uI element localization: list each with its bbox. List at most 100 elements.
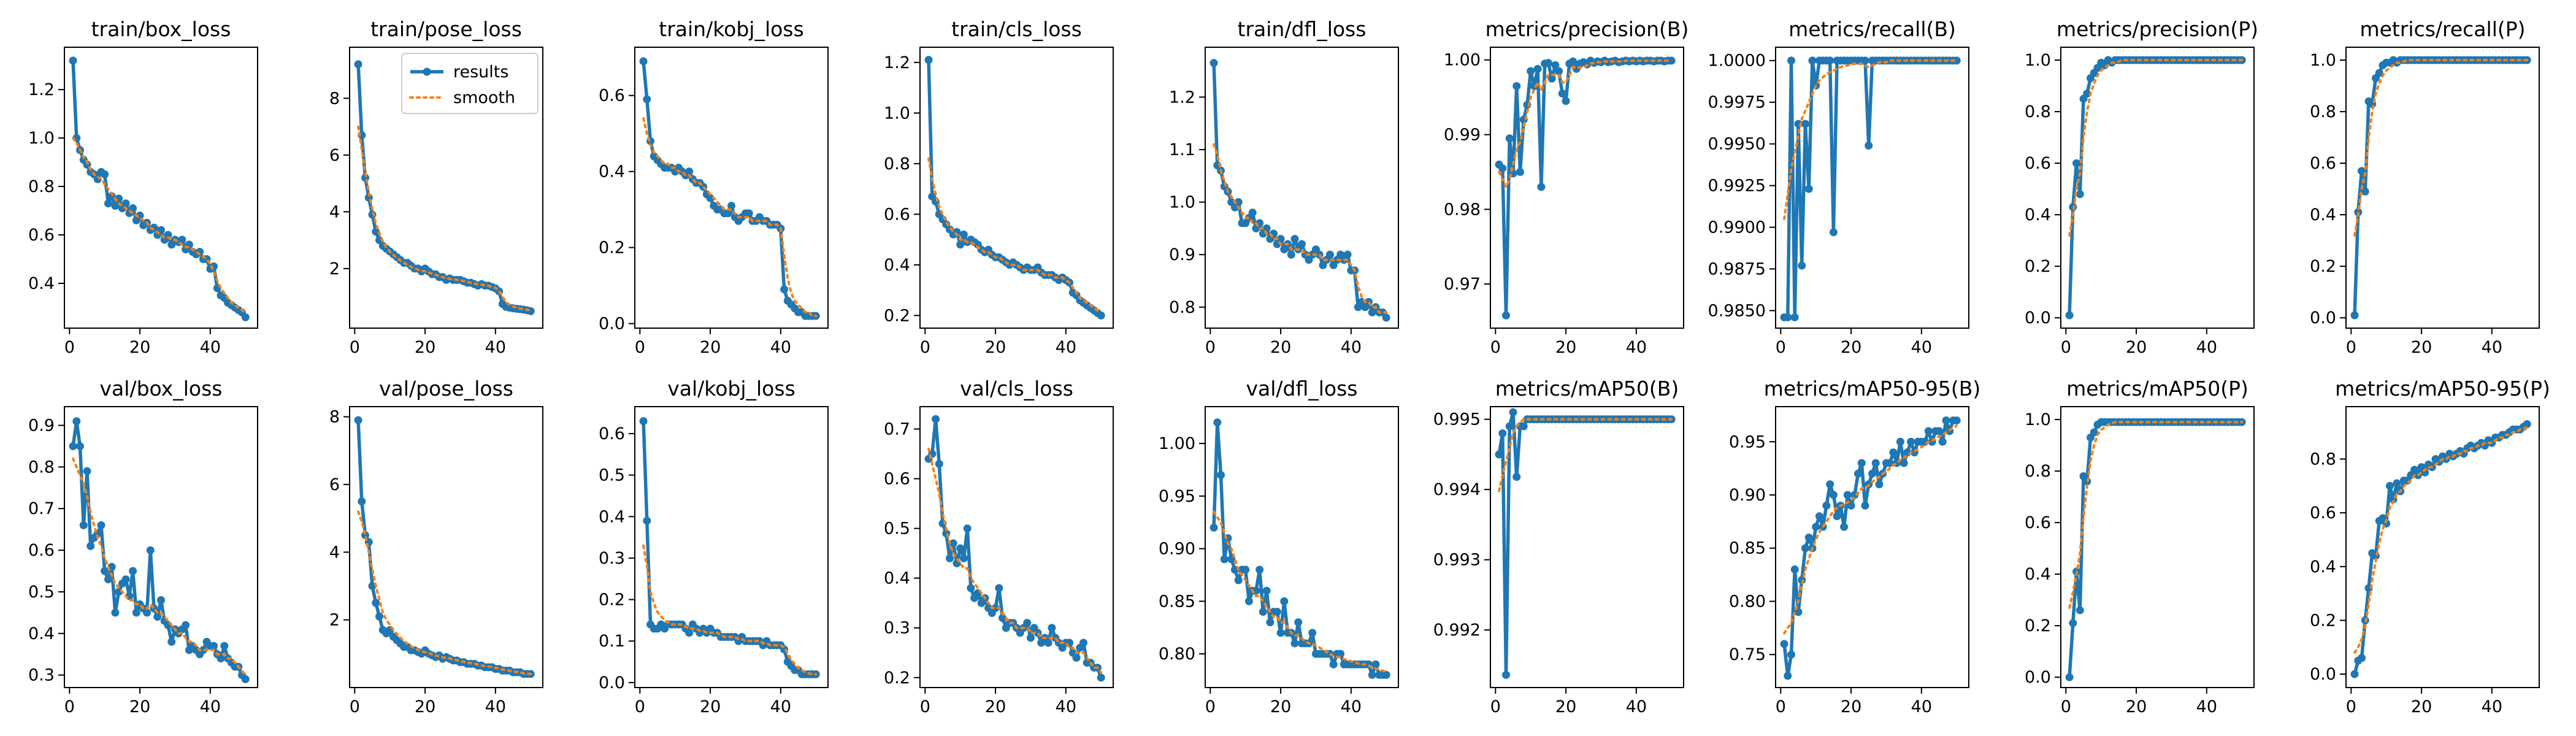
y-tick-label: 0.2 — [2310, 257, 2336, 276]
y-tick-label: 0.6 — [884, 205, 910, 224]
x-tick-label: 0 — [350, 338, 360, 357]
results-point — [1865, 141, 1873, 150]
subplot: train/dfl_loss 0 20 40 0.8 0.9 1.0 1.1 1.2 — [1169, 17, 1399, 357]
y-tick-label: 0.4 — [599, 507, 625, 526]
y-tick-label: 0.8 — [2025, 102, 2051, 121]
results-point — [1273, 607, 1281, 616]
x-tick-label: 0 — [64, 338, 75, 357]
results-point — [76, 442, 85, 450]
results-point — [1784, 313, 1792, 321]
results-point — [217, 654, 225, 662]
y-tick-label: 1.00 — [1159, 434, 1195, 453]
results-point — [1079, 638, 1088, 647]
results-point — [107, 192, 116, 201]
axes-frame — [1490, 47, 1684, 329]
results-point — [220, 642, 229, 650]
results-point — [79, 521, 88, 529]
y-tick-label: 0.4 — [884, 569, 910, 588]
y-tick-label: 0.98 — [1444, 200, 1481, 219]
x-tick-label: 20 — [129, 338, 150, 357]
legend-label-smooth: smooth — [453, 88, 515, 107]
results-point — [963, 524, 972, 533]
y-tick-label: 0.6 — [28, 541, 55, 560]
axes-frame — [2060, 47, 2255, 329]
results-point — [2350, 670, 2359, 678]
results-point — [111, 202, 120, 210]
legend-box — [401, 53, 539, 114]
results-point — [1861, 501, 1869, 510]
results-point — [1280, 597, 1289, 605]
subplot: metrics/mAP50(P) 0 20 40 0.0 0.2 0.4 0.6 0.8 1.0 — [2025, 377, 2255, 716]
plot-area — [354, 60, 535, 315]
x-tick-label: 20 — [1270, 338, 1291, 357]
results-point — [1259, 607, 1267, 616]
results-point — [1262, 224, 1271, 232]
x-tick-label: 20 — [985, 338, 1006, 357]
y-tick-label: 0.1 — [599, 632, 625, 651]
results-point — [104, 199, 112, 208]
results-point — [685, 167, 694, 176]
y-tick-label: 0.85 — [1159, 592, 1195, 611]
results-point — [1290, 639, 1299, 648]
y-tick-label: 0.9850 — [1708, 301, 1766, 320]
results-point — [991, 604, 1000, 612]
y-tick-label: 0.3 — [884, 619, 910, 638]
x-tick-label: 40 — [770, 697, 791, 716]
results-line — [1212, 63, 1388, 319]
smooth-line — [927, 447, 1103, 674]
results-point — [1502, 311, 1511, 320]
results-line — [642, 61, 816, 318]
results-point — [2361, 187, 2369, 196]
results-point — [643, 516, 651, 525]
results-point — [372, 228, 380, 236]
x-tick-label: 0 — [2061, 338, 2071, 357]
subplot-title: val/pose_loss — [379, 377, 513, 401]
results-point — [1812, 523, 1820, 531]
y-tick-label: 0.8 — [28, 177, 55, 196]
y-tick-label: 0.2 — [2025, 616, 2051, 635]
results-point — [1308, 629, 1317, 637]
results-point — [1220, 555, 1229, 564]
x-tick-label: 40 — [2482, 697, 2502, 716]
y-tick-label: 0.2 — [599, 239, 625, 258]
y-tick-label: 0.9 — [28, 416, 55, 435]
plot-area — [2065, 418, 2246, 681]
results-point — [1952, 416, 1961, 425]
legend-results-marker — [423, 67, 431, 76]
results-point — [368, 210, 377, 219]
y-tick-label: 6 — [329, 146, 340, 165]
results-point — [959, 230, 968, 239]
results-point — [72, 417, 81, 426]
results-point — [1298, 240, 1306, 248]
results-point — [1519, 422, 1528, 431]
y-tick-label: 0.0 — [2310, 665, 2336, 684]
results-point — [1276, 629, 1285, 637]
results-point — [1382, 313, 1390, 322]
subplot: metrics/mAP50-95(B) 0 20 40 0.75 0.80 0.85 0.90… — [1729, 377, 1980, 716]
results-point — [639, 417, 648, 426]
results-point — [86, 542, 95, 550]
results-point — [995, 584, 1003, 592]
axes-frame — [634, 47, 829, 329]
results-point — [924, 56, 933, 64]
smooth-line — [72, 137, 247, 314]
results-point — [1255, 565, 1264, 574]
results-point — [1498, 429, 1507, 438]
results-point — [956, 240, 965, 249]
results-line — [1498, 59, 1672, 318]
x-tick-label: 0 — [920, 697, 930, 716]
subplot-title: metrics/recall(B) — [1788, 17, 1956, 41]
smooth-line — [2353, 425, 2529, 654]
results-point — [745, 209, 753, 218]
y-tick-label: 0.8 — [2025, 462, 2051, 481]
results-point — [1808, 56, 1817, 65]
y-tick-label: 0.994 — [1433, 480, 1481, 499]
subplot: metrics/recall(P) 0 20 40 0.0 0.2 0.4 0.6 0.8 1.0 — [2310, 17, 2540, 357]
y-tick-label: 1.0 — [2310, 51, 2336, 70]
results-point — [1262, 586, 1271, 595]
axes-frame — [64, 47, 258, 329]
y-tick-label: 2 — [329, 611, 340, 630]
y-tick-label: 1.0 — [884, 104, 910, 123]
y-tick-label: 0.9 — [1169, 245, 1195, 264]
results-point — [1871, 459, 1880, 467]
